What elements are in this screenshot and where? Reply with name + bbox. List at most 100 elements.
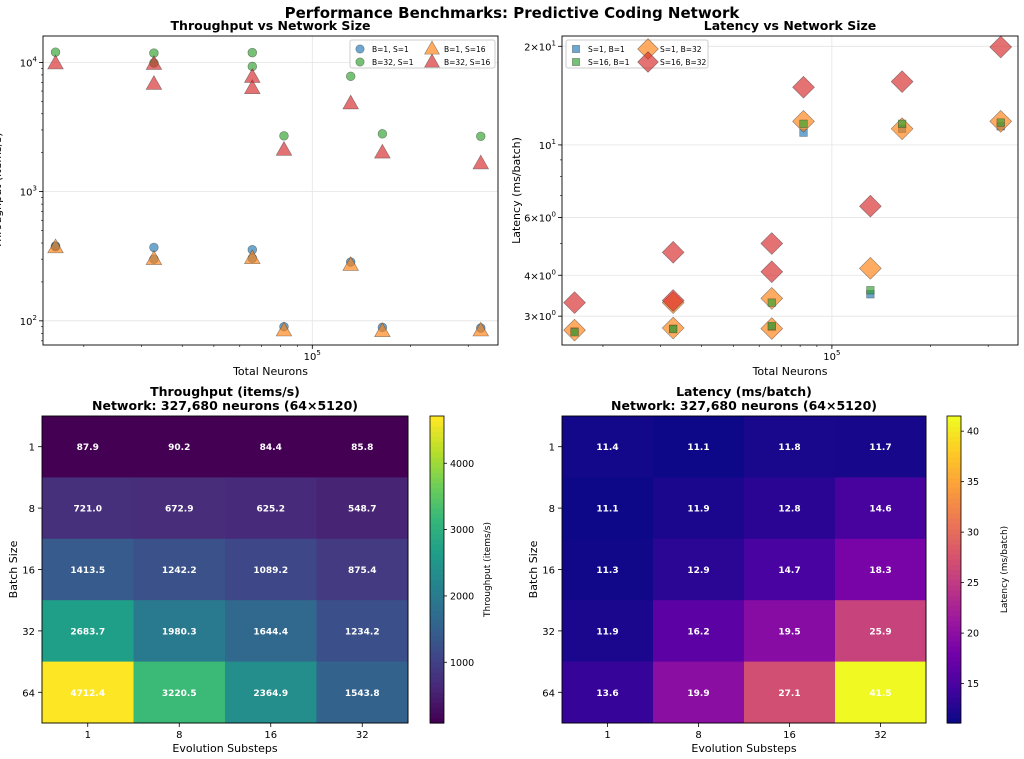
heatmap-cell (653, 477, 745, 540)
colorbar-segment (947, 702, 961, 709)
colorbar-segment (947, 661, 961, 668)
cell-value-label: 11.3 (596, 566, 618, 576)
cell-value-label: 548.7 (348, 505, 376, 515)
colorbar-segment (947, 666, 961, 673)
colorbar-segment (430, 584, 444, 591)
colorbar-segment (947, 482, 961, 489)
colorbar-segment (430, 630, 444, 637)
colorbar-segment (430, 533, 444, 540)
cell-value-label: 12.8 (778, 505, 800, 515)
colorbar-segment (947, 707, 961, 714)
data-point (345, 71, 356, 82)
cell-value-label: 11.1 (596, 505, 618, 515)
colorbar-tick-label: 2000 (450, 591, 474, 602)
colorbar-segment (430, 717, 444, 724)
chart-title: Throughput (items/s) (150, 384, 300, 399)
colorbar-segment (430, 620, 444, 627)
colorbar-segment (947, 579, 961, 586)
colorbar-segment (430, 574, 444, 581)
y-tick-label: 104 (20, 55, 38, 69)
y-tick-label: 6×100 (524, 211, 556, 225)
heatmap-cell (562, 661, 654, 724)
cell-value-label: 625.2 (257, 505, 285, 515)
colorbar-segment (430, 467, 444, 473)
colorbar-segment (430, 579, 444, 586)
colorbar-segment (947, 697, 961, 704)
colorbar-frame (946, 415, 962, 724)
colorbar-segment (947, 477, 961, 484)
heatmap-cell (316, 600, 409, 663)
colorbar-segment (430, 492, 444, 499)
colorbar-segment (430, 625, 444, 632)
y-tick-label: 8 (549, 504, 555, 515)
cell-value-label: 1413.5 (70, 566, 105, 576)
colorbar-segment (947, 431, 961, 438)
colorbar-segment (947, 441, 961, 448)
y-tick-label: 32 (542, 627, 555, 638)
colorbar-segment (947, 676, 961, 683)
latency-heatmap-panel: 11.4 11.1 11.8 11.7 11.1 11.9 12.8 14.6 11.3 12.9… (527, 384, 1010, 755)
heatmap-cell (42, 661, 134, 724)
colorbar-tick-label: 3000 (450, 525, 474, 536)
data-point (563, 291, 586, 314)
y-tick-label: 1 (549, 443, 555, 454)
colorbar-segment (430, 687, 444, 693)
axes-frame (561, 35, 1019, 346)
y-axis-label: Batch Size (7, 540, 20, 598)
colorbar-segment (947, 436, 961, 443)
chart-title: Latency (ms/batch) (676, 384, 812, 399)
data-point (472, 154, 490, 170)
colorbar-segment (947, 569, 961, 576)
colorbar-segment (947, 421, 961, 427)
cell-value-label: 672.9 (165, 505, 193, 515)
x-axis-label: Evolution Substeps (691, 742, 797, 755)
data-point (989, 35, 1013, 59)
colorbar-segment (430, 656, 444, 663)
colorbar-segment (947, 615, 961, 622)
heatmap-cell (225, 538, 317, 601)
x-axis-label: Evolution Substeps (172, 742, 278, 755)
colorbar-segment (947, 610, 961, 617)
colorbar-segment (430, 661, 444, 668)
colorbar-segment (430, 502, 444, 509)
heatmap-cell (744, 538, 836, 601)
cell-value-label: 14.6 (869, 505, 891, 515)
heatmap-cell (225, 477, 317, 540)
colorbar-segment (430, 600, 444, 606)
legend-box (565, 39, 709, 69)
legend-item: S=16, B=1 (572, 58, 630, 67)
heatmap-cell (653, 600, 745, 663)
data-point (47, 54, 64, 70)
colorbar-segment (947, 508, 961, 514)
colorbar: 1000 2000 3000 4000 Throughput (items/s) (429, 415, 493, 724)
x-axis-label: Total Neurons (752, 365, 828, 378)
legend-marker (424, 53, 440, 68)
colorbar-segment (430, 554, 444, 560)
throughput-scatter-panel: 105 102 103 104 Throughput vs Network Size To… (0, 18, 499, 378)
chart-subtitle: Network: 327,680 neurons (64×5120) (92, 398, 358, 413)
legend-item: B=1, S=1 (355, 44, 409, 54)
heatmap-cell (835, 661, 927, 724)
cell-value-label: 721.0 (74, 505, 102, 515)
series-b-1-s-16 (47, 238, 490, 337)
y-tick-label: 64 (542, 688, 555, 699)
axes-frame (42, 35, 499, 346)
colorbar-segment (947, 595, 961, 601)
colorbar-segment (430, 697, 444, 704)
data-point (342, 256, 360, 271)
heatmap-cell (316, 416, 409, 478)
colorbar-segment (947, 625, 961, 632)
data-point (859, 194, 882, 218)
heatmap-cell (316, 538, 409, 601)
colorbar-segment (947, 620, 961, 627)
heatmap-cell (744, 661, 836, 724)
figure-suptitle: Performance Benchmarks: Predictive Codin… (285, 4, 741, 22)
colorbar-segment (430, 702, 444, 709)
colorbar-segment (947, 472, 961, 478)
heatmap-cell (42, 416, 134, 478)
colorbar-tick-label: 40 (967, 427, 979, 438)
data-point (996, 118, 1005, 127)
colorbar-segment (430, 431, 444, 438)
data-point (669, 325, 678, 334)
legend: B=1, S=1 B=1, S=16 B=32, S=1 B=32, S=16 (349, 39, 496, 69)
